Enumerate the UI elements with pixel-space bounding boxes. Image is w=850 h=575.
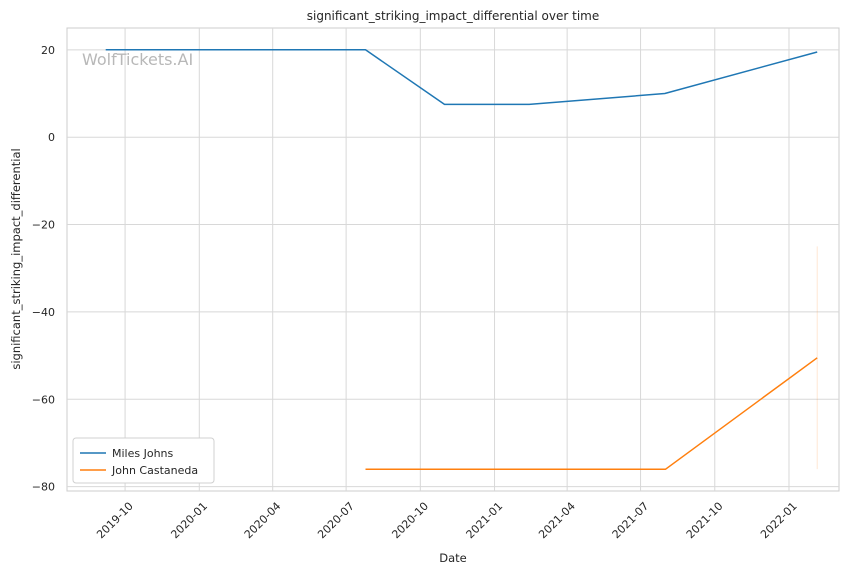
y-tick-label: −40 bbox=[32, 306, 55, 319]
x-tick-label: 2021-04 bbox=[536, 500, 578, 542]
legend: Miles Johns John Castaneda bbox=[72, 437, 215, 484]
x-tick-label: 2020-04 bbox=[242, 500, 284, 542]
series-line-1 bbox=[365, 357, 818, 470]
x-gridlines bbox=[124, 28, 790, 491]
y-tick-label: −80 bbox=[32, 481, 55, 494]
chart-title: significant_striking_impact_differential… bbox=[307, 9, 599, 23]
x-tick-label: 2022-01 bbox=[758, 500, 800, 542]
y-tick-label: 0 bbox=[48, 131, 55, 144]
y-tick-labels: 20 0 −20 −40 −60 −80 bbox=[32, 44, 55, 494]
watermark: WolfTickets.AI bbox=[82, 50, 193, 69]
y-tick-label: −60 bbox=[32, 393, 55, 406]
legend-label-john-castaneda: John Castaneda bbox=[111, 464, 198, 477]
x-tick-label: 2021-10 bbox=[684, 500, 726, 542]
y-axis-label: significant_striking_impact_differential bbox=[9, 148, 23, 369]
plot-area bbox=[66, 27, 840, 492]
series-layer bbox=[105, 49, 818, 470]
x-tick-label: 2020-01 bbox=[168, 500, 210, 542]
y-tick-label: 20 bbox=[41, 44, 55, 57]
series-line-0 bbox=[105, 49, 818, 106]
x-tick-label: 2021-07 bbox=[610, 500, 652, 542]
x-tick-label: 2021-01 bbox=[464, 500, 506, 542]
x-axis-label: Date bbox=[439, 551, 467, 565]
legend-label-miles-johns: Miles Johns bbox=[112, 447, 174, 460]
x-tick-label: 2020-10 bbox=[389, 500, 431, 542]
x-tick-label: 2019-10 bbox=[94, 500, 136, 542]
x-tick-label: 2020-07 bbox=[315, 500, 357, 542]
x-tick-labels: 2019-10 2020-01 2020-04 2020-07 2020-10 2021-… bbox=[94, 500, 800, 542]
y-tick-label: −20 bbox=[32, 219, 55, 232]
legend-box bbox=[72, 437, 215, 484]
